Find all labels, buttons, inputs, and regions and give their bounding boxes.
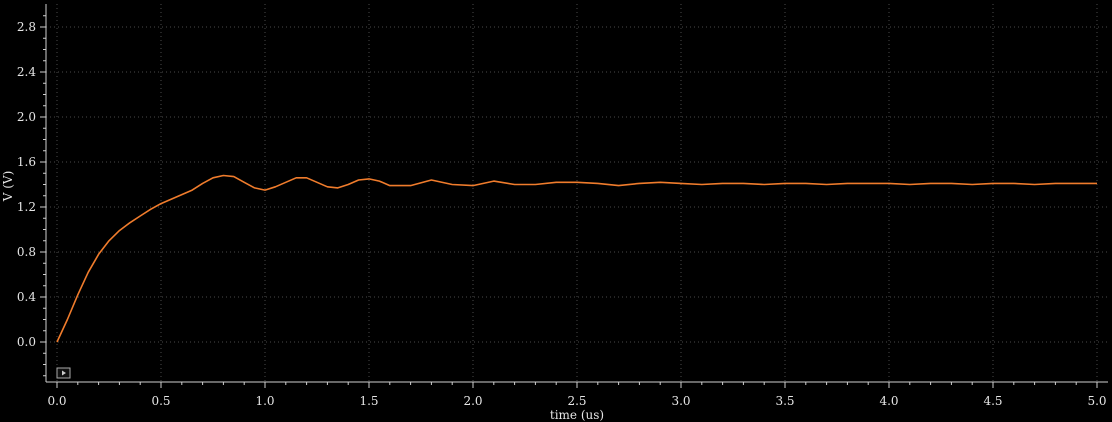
tick-label-layer: 0.0 0.5 1.0 1.5 2.0 2.5 3.0 3.5 4.0 4.5 5.0 0.0 0.4 0…: [17, 20, 1107, 408]
x-tick-label: 3.5: [775, 394, 794, 408]
x-tick-label: 1.5: [359, 394, 378, 408]
y-tick-label: 0.0: [17, 335, 36, 349]
x-tick-label: 2.0: [463, 394, 482, 408]
x-axis-title: time (us): [550, 408, 604, 422]
y-tick-label: 2.4: [17, 65, 36, 79]
x-tick-label: 0.0: [47, 394, 66, 408]
play-marker-icon[interactable]: [56, 367, 71, 379]
y-tick-label: 1.6: [17, 155, 36, 169]
x-tick-label: 5.0: [1087, 394, 1106, 408]
x-tick-label: 2.5: [567, 394, 586, 408]
y-tick-label: 1.2: [17, 200, 36, 214]
y-tick-label: 2.8: [17, 20, 36, 34]
y-tick-label: 0.8: [17, 245, 36, 259]
grid-layer: [46, 4, 1108, 382]
y-axis-title: V (V): [1, 171, 15, 203]
y-tick-label: 2.0: [17, 110, 36, 124]
x-tick-label: 4.0: [879, 394, 898, 408]
x-tick-label: 3.0: [671, 394, 690, 408]
x-tick-label: 4.5: [983, 394, 1002, 408]
y-tick-label: 0.4: [17, 290, 36, 304]
x-tick-label: 0.5: [151, 394, 170, 408]
tick-layer: [40, 15, 1098, 388]
x-tick-label: 1.0: [255, 394, 274, 408]
series-line: [56, 174, 1097, 343]
series-layer: [56, 174, 1097, 343]
